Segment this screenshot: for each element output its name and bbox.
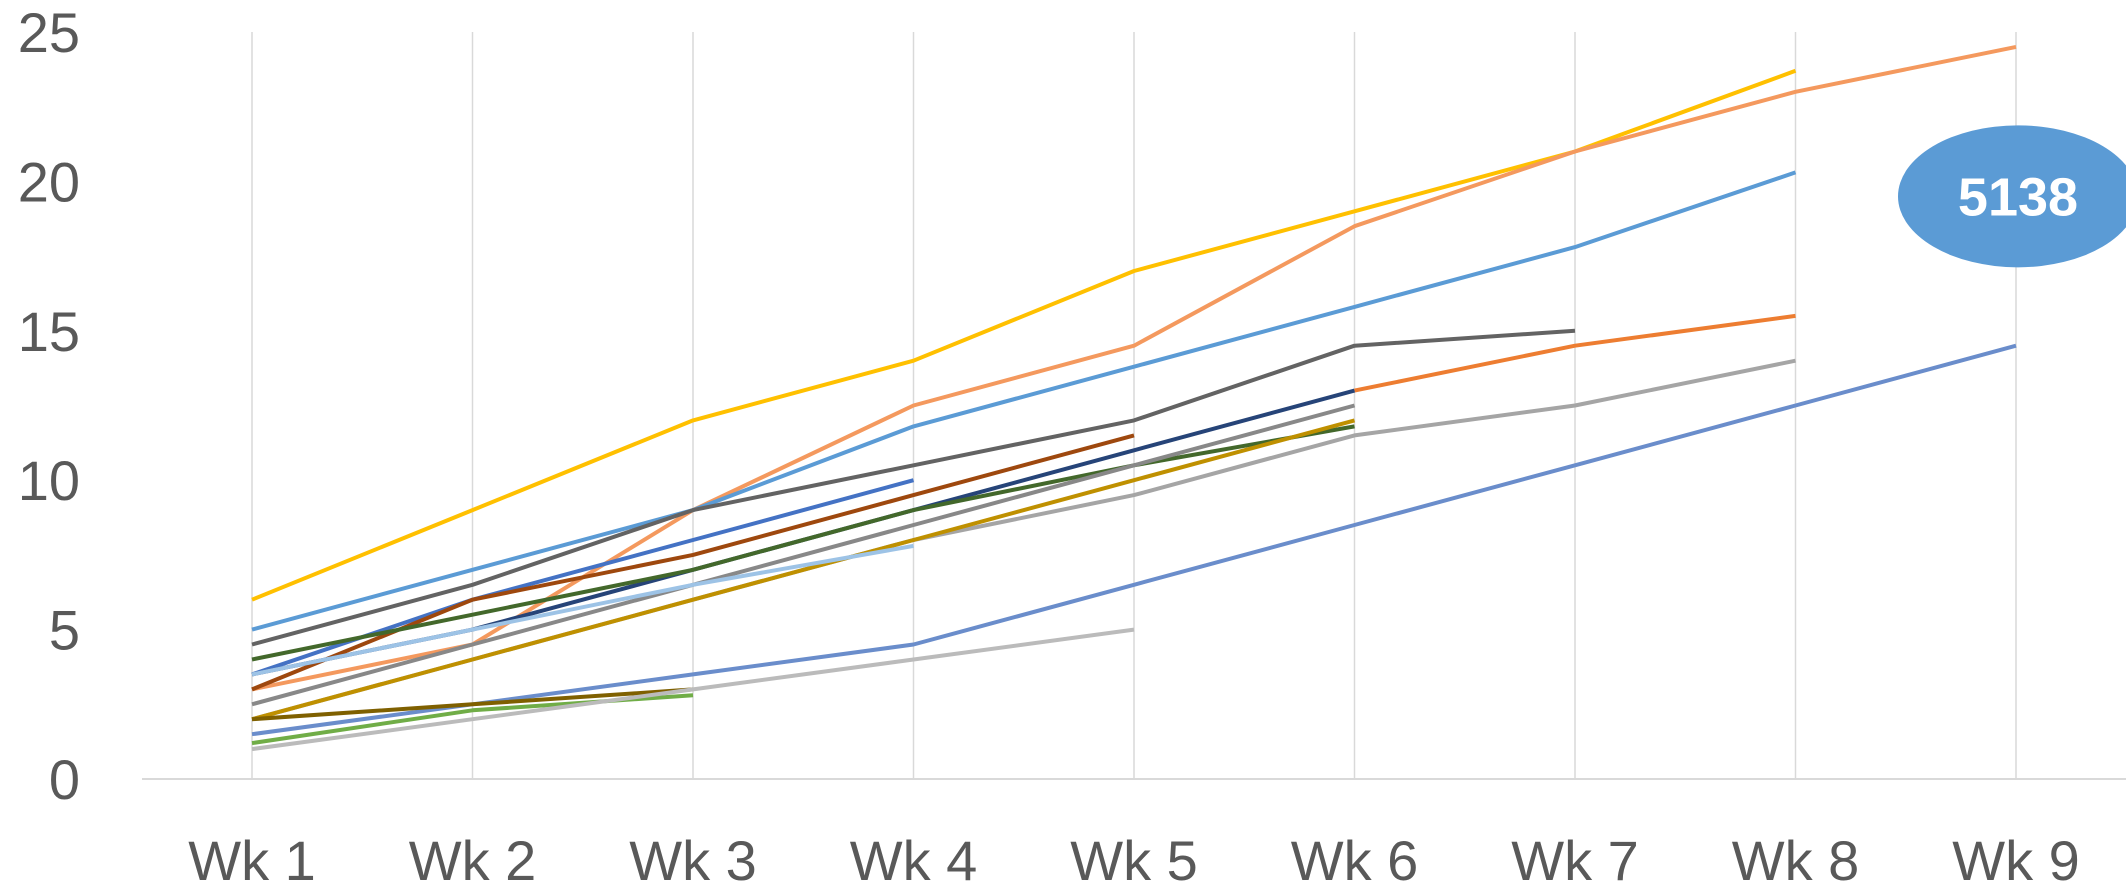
series-line-12 [251, 403, 1356, 707]
x-tick-label: Wk 5 [1070, 829, 1198, 886]
series-line-15 [251, 687, 694, 722]
y-axis-tick-labels: 0 5 10 15 20 25 [18, 1, 80, 811]
x-tick-label: Wk 9 [1952, 829, 2080, 886]
series-line-14 [251, 543, 914, 677]
x-tick-label: Wk 7 [1511, 829, 1639, 886]
series-line-17 [251, 627, 1135, 752]
x-axis-tick-labels: Wk 1 Wk 2 Wk 3 Wk 4 Wk 5 Wk 6 Wk 7 Wk 8 Wk 9 [188, 829, 2080, 886]
series-line-4 [251, 328, 1576, 647]
x-tick-label: Wk 4 [850, 829, 978, 886]
series-line-6 [251, 358, 1796, 722]
y-tick-label: 25 [18, 1, 80, 64]
y-tick-label: 15 [18, 300, 80, 363]
series-line-7 [251, 343, 2017, 737]
series-line-1 [251, 68, 1797, 602]
x-tick-label: Wk 1 [188, 829, 316, 886]
series-line-5 [1354, 313, 1796, 393]
annotation: 5138 [1898, 125, 2126, 268]
annotation-bubble [1898, 125, 2126, 268]
annotation-label: 5138 [1958, 167, 2078, 227]
series-lines [251, 44, 2017, 752]
x-tick-label: Wk 6 [1291, 829, 1419, 886]
series-line-13 [251, 418, 1356, 722]
x-tick-label: Wk 2 [409, 829, 537, 886]
y-tick-label: 10 [18, 449, 80, 512]
series-line-3 [251, 170, 1797, 632]
series-line-11 [251, 424, 1355, 662]
y-tick-label: 0 [49, 748, 80, 811]
gridlines [251, 32, 2017, 779]
y-tick-label: 5 [49, 599, 80, 662]
x-tick-label: Wk 8 [1732, 829, 1860, 886]
x-tick-label: Wk 3 [629, 829, 757, 886]
y-tick-label: 20 [18, 150, 80, 213]
